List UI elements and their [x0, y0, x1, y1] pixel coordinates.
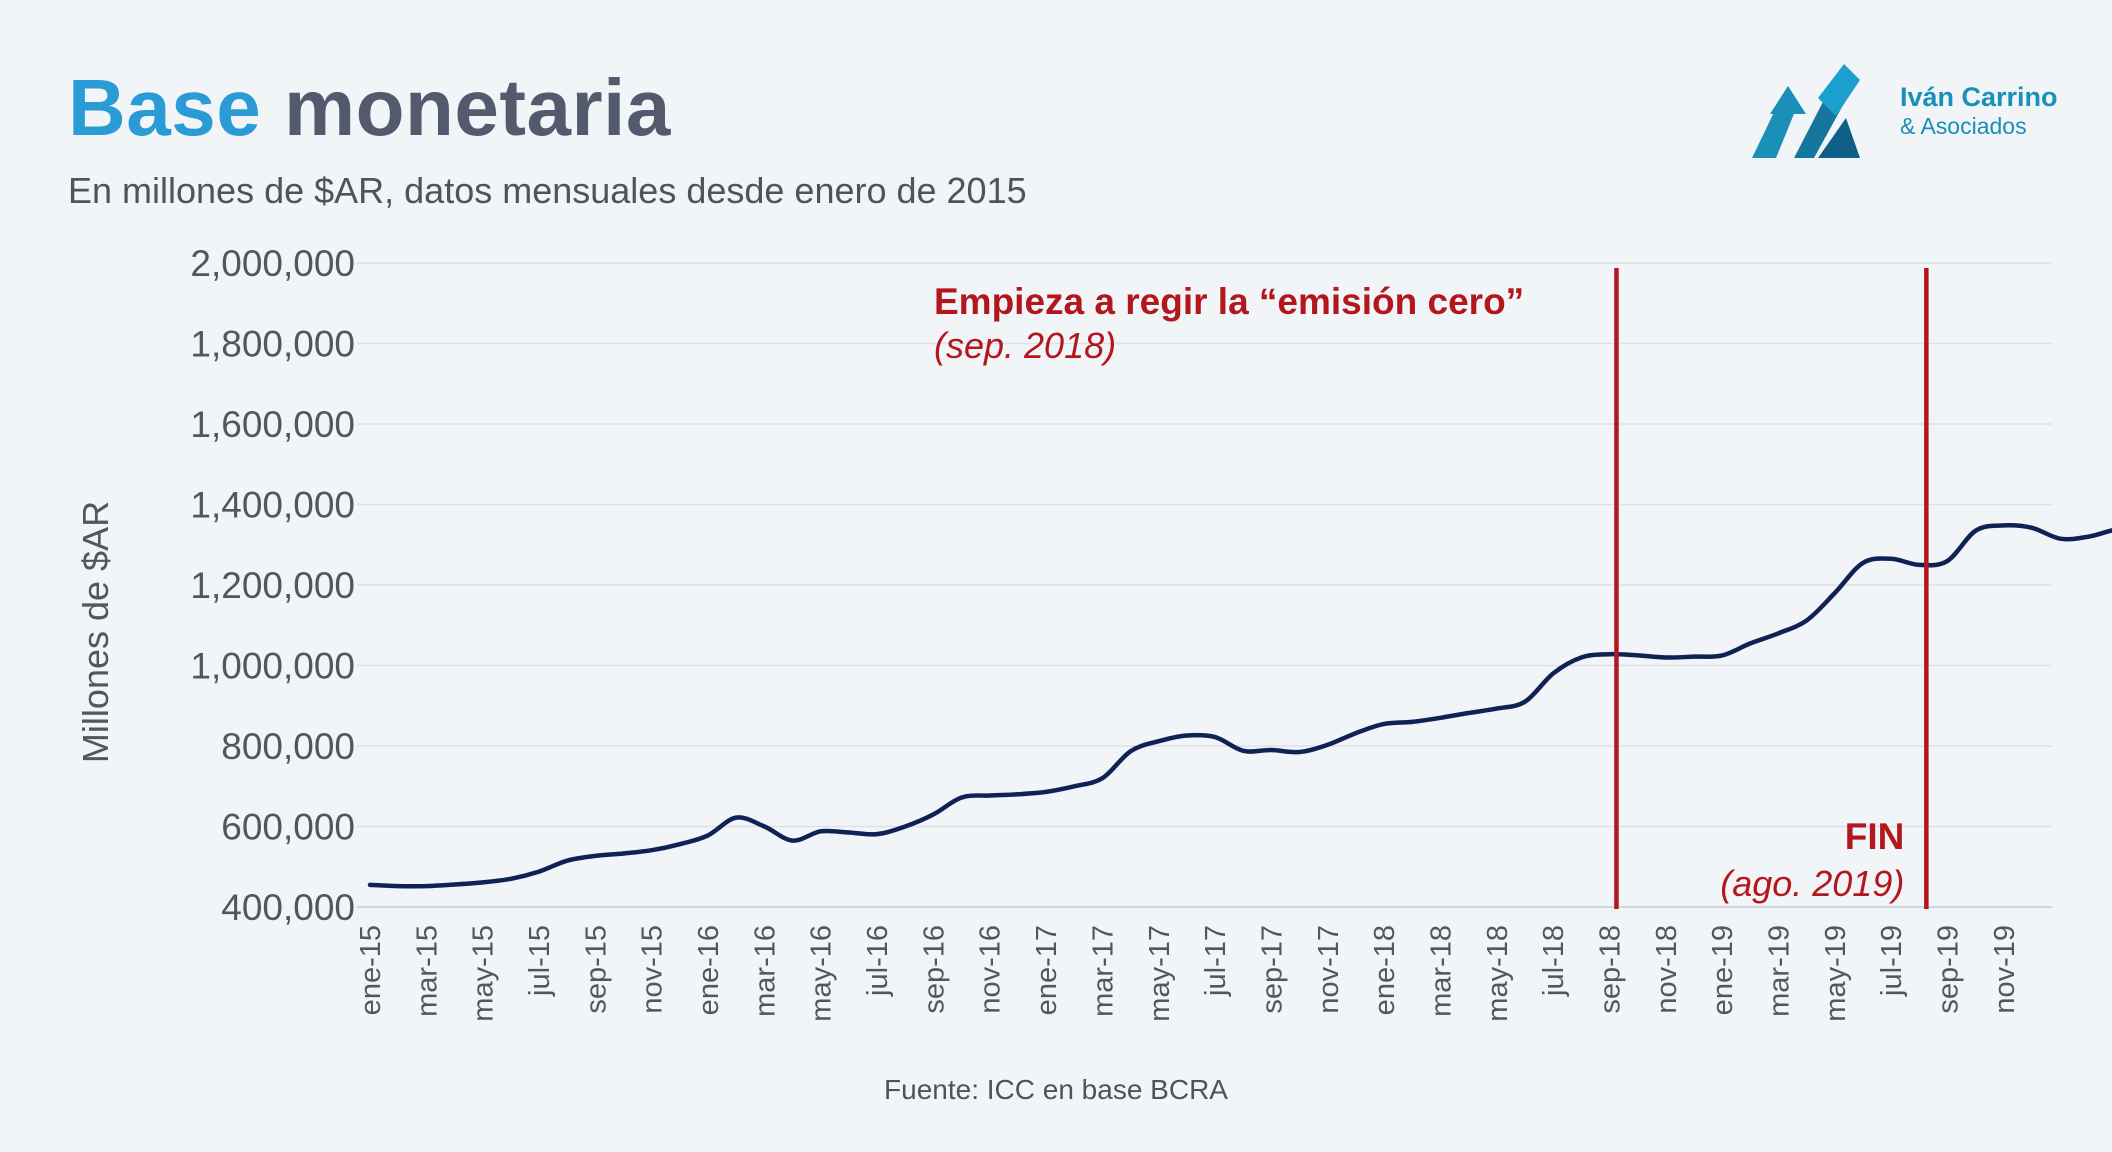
- y-tick-label: 600,000: [221, 807, 355, 848]
- y-tick-label: 400,000: [221, 887, 355, 928]
- x-tick-label: ene-15: [355, 925, 387, 1015]
- x-tick-label: mar-17: [1087, 925, 1119, 1017]
- title-accent-word: Base: [68, 63, 262, 152]
- logo-subtitle: & Asociados: [1900, 113, 2027, 139]
- x-tick-label: nov-17: [1313, 925, 1345, 1014]
- x-tick-label: nov-19: [1989, 925, 2021, 1014]
- x-tick-label: mar-19: [1764, 925, 1796, 1017]
- x-tick-label: nov-16: [975, 925, 1007, 1014]
- source-note: Fuente: ICC en base BCRA: [884, 1074, 1228, 1105]
- x-tick-label: may-15: [468, 925, 500, 1022]
- y-tick-label: 1,400,000: [190, 485, 355, 526]
- x-tick-label: may-19: [1820, 925, 1852, 1022]
- x-tick-labels: ene-15 mar-15 may-15 jul-15 sep-15 nov-15 ene-…: [355, 925, 2021, 1022]
- x-tick-label: ene-16: [693, 925, 725, 1015]
- annotation-sublabel: (sep. 2018): [934, 325, 1116, 366]
- x-tick-label: jul-16: [862, 925, 894, 997]
- x-tick-label: sep-17: [1256, 925, 1288, 1014]
- page-title: Base monetaria: [68, 62, 671, 154]
- x-tick-label: sep-15: [580, 925, 612, 1014]
- y-tick-labels: 400,000 600,000 800,000 1,000,000 1,200,000 1…: [190, 243, 355, 928]
- ic-logo-arrow-icon: [1752, 64, 1860, 158]
- y-axis-label: Millones de $AR: [75, 501, 116, 763]
- x-tick-label: ene-19: [1707, 925, 1739, 1015]
- y-tick-label: 1,000,000: [190, 646, 355, 687]
- x-tick-label: sep-16: [918, 925, 950, 1014]
- y-tick-label: 800,000: [221, 726, 355, 767]
- y-tick-label: 1,200,000: [190, 565, 355, 606]
- x-tick-label: sep-18: [1594, 925, 1626, 1014]
- x-tick-label: may-17: [1144, 925, 1176, 1022]
- title-main-word: monetaria: [283, 63, 671, 152]
- x-tick-label: jul-19: [1876, 925, 1908, 997]
- annotation-label: FIN: [1845, 816, 1905, 857]
- x-tick-label: jul-17: [1200, 925, 1232, 997]
- annotations: Empieza a regir la “emisión cero”(sep. 2…: [934, 268, 1929, 909]
- line-chart: 400,000 600,000 800,000 1,000,000 1,200,000 1…: [75, 243, 2112, 1022]
- annotation-label: Empieza a regir la “emisión cero”: [934, 281, 1524, 322]
- annotation-sublabel: (ago. 2019): [1720, 863, 1904, 904]
- y-tick-label: 2,000,000: [190, 243, 355, 284]
- x-tick-label: nov-18: [1651, 925, 1683, 1014]
- y-tick-label: 1,800,000: [190, 324, 355, 365]
- y-tick-label: 1,600,000: [190, 404, 355, 445]
- x-tick-label: jul-18: [1538, 925, 1570, 997]
- x-tick-label: nov-15: [637, 925, 669, 1014]
- x-tick-label: ene-17: [1031, 925, 1063, 1015]
- grid-lines: [357, 262, 2052, 908]
- x-tick-label: may-18: [1482, 925, 1514, 1022]
- series-line: [367, 523, 2112, 889]
- x-tick-label: jul-15: [524, 925, 556, 997]
- x-tick-label: ene-18: [1369, 925, 1401, 1015]
- page-subtitle: En millones de $AR, datos mensuales desd…: [68, 170, 1027, 211]
- logo-name: Iván Carrino: [1900, 82, 2058, 112]
- x-tick-label: mar-18: [1425, 925, 1457, 1017]
- x-tick-label: may-16: [806, 925, 838, 1022]
- x-tick-label: mar-15: [411, 925, 443, 1017]
- x-tick-label: sep-19: [1933, 925, 1965, 1014]
- x-tick-label: mar-16: [749, 925, 781, 1017]
